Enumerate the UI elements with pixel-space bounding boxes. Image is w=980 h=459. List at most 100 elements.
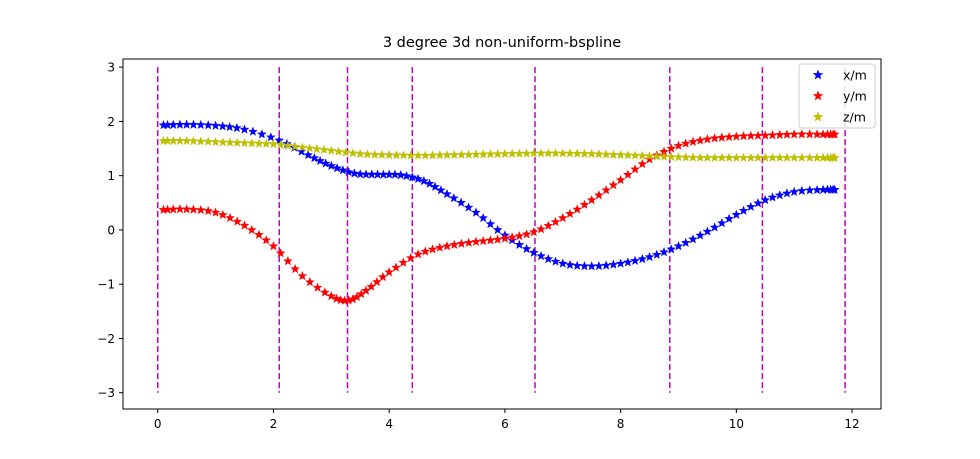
data-point [608,149,619,159]
data-point [217,121,228,131]
data-point [767,192,778,202]
data-point [343,166,354,177]
data-point [709,222,720,232]
data-point [651,151,662,161]
data-point [630,164,641,174]
data-point [478,212,489,223]
data-point [430,181,441,192]
data-point [181,135,192,146]
data-point [695,135,706,145]
data-point [601,260,612,270]
data-point [315,155,326,166]
data-point [550,216,561,227]
data-point [543,253,554,264]
data-point [615,174,626,185]
data-point [391,262,401,272]
data-point [659,246,669,257]
data-point [579,148,590,158]
data-point [254,138,264,148]
data-point [615,258,626,268]
data-point [181,204,192,214]
data-point [557,258,568,268]
data-point [630,150,641,160]
data-point [615,149,626,160]
data-point [550,256,561,266]
data-point [340,147,351,157]
data-point [282,255,293,266]
data-point [601,149,612,159]
data-point [485,218,496,229]
data-point [572,260,583,270]
data-point [434,242,445,252]
data-point [521,229,532,239]
data-point [644,154,655,164]
data-point [731,209,742,219]
data-point [536,224,546,234]
data-point [203,205,214,216]
data-point [695,230,706,240]
data-point [782,188,792,198]
data-point [377,149,387,160]
data-point [247,126,258,136]
data-point [702,226,713,236]
data-point [261,138,272,148]
data-point [630,255,641,266]
y-tick-label: 0 [107,223,115,237]
data-point [225,137,235,147]
data-point [413,173,424,184]
y-tick-label: 3 [107,61,115,75]
data-point [666,151,677,162]
data-point [331,293,342,303]
data-point [319,287,330,297]
data-point [463,237,474,247]
series-x-m [158,119,840,271]
data-point [622,150,633,160]
data-point [738,205,749,215]
legend-label: x/m [843,68,867,83]
data-point [622,257,633,267]
data-point [579,199,590,209]
data-point [332,163,343,173]
data-point [203,120,214,130]
data-point [442,241,452,251]
data-point [239,220,250,230]
data-point [789,186,800,197]
x-tick-label: 6 [501,417,509,431]
data-point [673,241,684,251]
data-point [565,208,575,219]
data-point [442,188,452,199]
legend-label: y/m [843,89,867,104]
data-point [543,220,554,230]
data-point [261,235,272,245]
data-point [311,143,322,154]
series-z-m [158,135,840,162]
data-point [572,204,583,214]
data-point [499,233,510,243]
data-point [492,234,503,244]
data-point [796,185,807,196]
data-point [521,243,532,254]
data-point [471,207,481,217]
data-point [268,241,279,251]
data-point [528,226,539,237]
data-point [265,132,276,142]
data-point [593,190,604,200]
x-tick-label: 2 [270,417,278,431]
data-point [320,158,331,168]
data-point [231,122,242,133]
data-point [724,213,735,224]
data-point [297,142,308,152]
data-point [407,172,418,182]
data-point [217,137,228,147]
data-point [593,149,604,159]
data-point [456,197,467,207]
data-point [418,175,429,186]
data-point [456,238,467,248]
data-point [254,229,264,240]
data-point [688,136,698,147]
data-point [195,136,206,146]
data-point [424,178,435,188]
data-point [608,179,619,190]
